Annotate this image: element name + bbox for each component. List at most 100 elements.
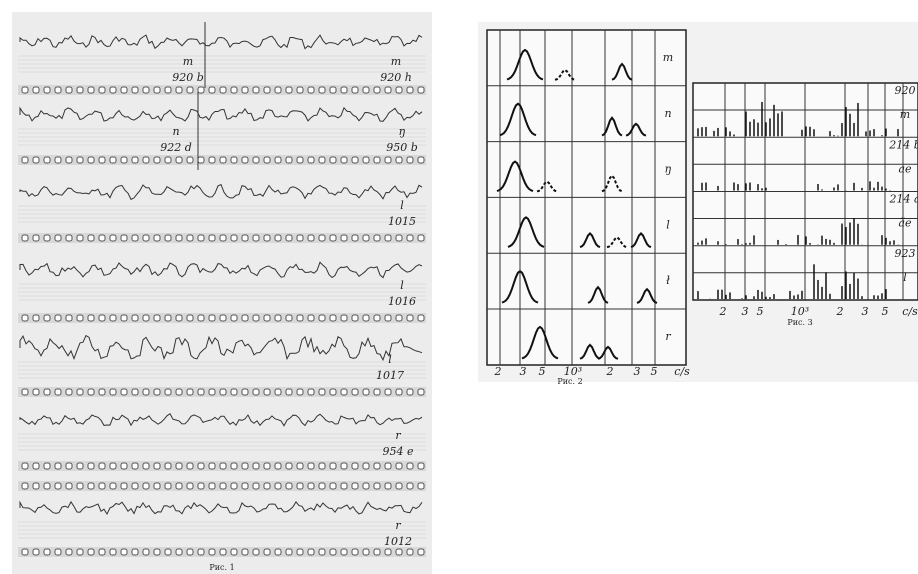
row-label: ł <box>666 274 670 287</box>
perforation <box>120 86 128 94</box>
perforation <box>98 156 106 164</box>
perforation <box>241 548 249 556</box>
perforation <box>54 86 62 94</box>
perforation <box>219 234 227 242</box>
perforation <box>208 548 216 556</box>
spectrum-peak <box>496 160 534 193</box>
perforation <box>241 388 249 396</box>
perforation <box>285 482 293 490</box>
perforation <box>164 482 172 490</box>
row-number: 214 b <box>888 138 918 151</box>
perforation <box>186 314 194 322</box>
caption: Рис. 2 <box>557 377 582 386</box>
perforation <box>142 482 150 490</box>
perforation <box>219 462 227 470</box>
perforation <box>142 86 150 94</box>
perforation <box>362 156 370 164</box>
perforation <box>296 86 304 94</box>
perforation <box>318 234 326 242</box>
perforation <box>186 156 194 164</box>
perforation <box>175 548 183 556</box>
perforation <box>406 482 414 490</box>
perforation <box>186 86 194 94</box>
perforation <box>175 156 183 164</box>
record-label: 1015 <box>388 215 416 228</box>
perforation <box>274 234 282 242</box>
perforation <box>98 234 106 242</box>
perforation <box>230 156 238 164</box>
perforation <box>373 548 381 556</box>
axis-label: 2 <box>606 365 614 378</box>
perforation <box>219 156 227 164</box>
spectrum-peak <box>579 231 601 249</box>
perforation <box>87 548 95 556</box>
perforation <box>230 314 238 322</box>
perforation <box>373 156 381 164</box>
perforation <box>252 548 260 556</box>
perforation <box>340 86 348 94</box>
perforation <box>263 234 271 242</box>
perforation <box>263 314 271 322</box>
row-label: l <box>666 218 670 231</box>
perforation <box>384 156 392 164</box>
record-label: 1012 <box>384 535 412 548</box>
sound-label: n <box>172 125 179 138</box>
perforation <box>186 548 194 556</box>
perforation <box>230 234 238 242</box>
perforation <box>362 548 370 556</box>
perforation <box>208 156 216 164</box>
perforation <box>230 462 238 470</box>
perforation <box>362 388 370 396</box>
perforation <box>208 86 216 94</box>
axis-label: c/s <box>674 365 690 378</box>
perforation <box>76 86 84 94</box>
perforation <box>153 482 161 490</box>
row-number: 920 <box>895 84 916 97</box>
perforation <box>230 548 238 556</box>
perforation <box>351 156 359 164</box>
perforation <box>43 86 51 94</box>
perforation <box>252 156 260 164</box>
perforation <box>395 548 403 556</box>
perforation <box>21 482 29 490</box>
axis-label: 2 <box>494 365 502 378</box>
waveform <box>19 106 423 122</box>
perforation <box>109 548 117 556</box>
perforation <box>252 462 260 470</box>
perforation <box>417 482 425 490</box>
perforation <box>32 234 40 242</box>
perforation <box>21 86 29 94</box>
perforation <box>329 156 337 164</box>
perforation <box>241 156 249 164</box>
perforation <box>21 462 29 470</box>
perforation <box>329 314 337 322</box>
perforation <box>406 462 414 470</box>
perforation <box>241 86 249 94</box>
perforation <box>274 548 282 556</box>
perforation <box>175 86 183 94</box>
perforation <box>307 234 315 242</box>
perforation <box>285 314 293 322</box>
perforation <box>98 86 106 94</box>
perforation <box>186 482 194 490</box>
sound-label: l <box>400 279 404 292</box>
perforation <box>362 462 370 470</box>
perforation <box>76 388 84 396</box>
perforation <box>307 86 315 94</box>
perforation <box>164 234 172 242</box>
perforation <box>252 86 260 94</box>
perforation <box>153 234 161 242</box>
perforation <box>241 462 249 470</box>
perforation <box>208 482 216 490</box>
perforation <box>406 86 414 94</box>
perforation <box>395 314 403 322</box>
perforation <box>395 388 403 396</box>
perforation <box>76 462 84 470</box>
perforation <box>87 156 95 164</box>
perforation <box>318 388 326 396</box>
perforation <box>186 462 194 470</box>
perforation <box>197 388 205 396</box>
spectrum-peak <box>636 287 658 304</box>
perforation <box>32 482 40 490</box>
spectrum-peak <box>601 116 623 137</box>
